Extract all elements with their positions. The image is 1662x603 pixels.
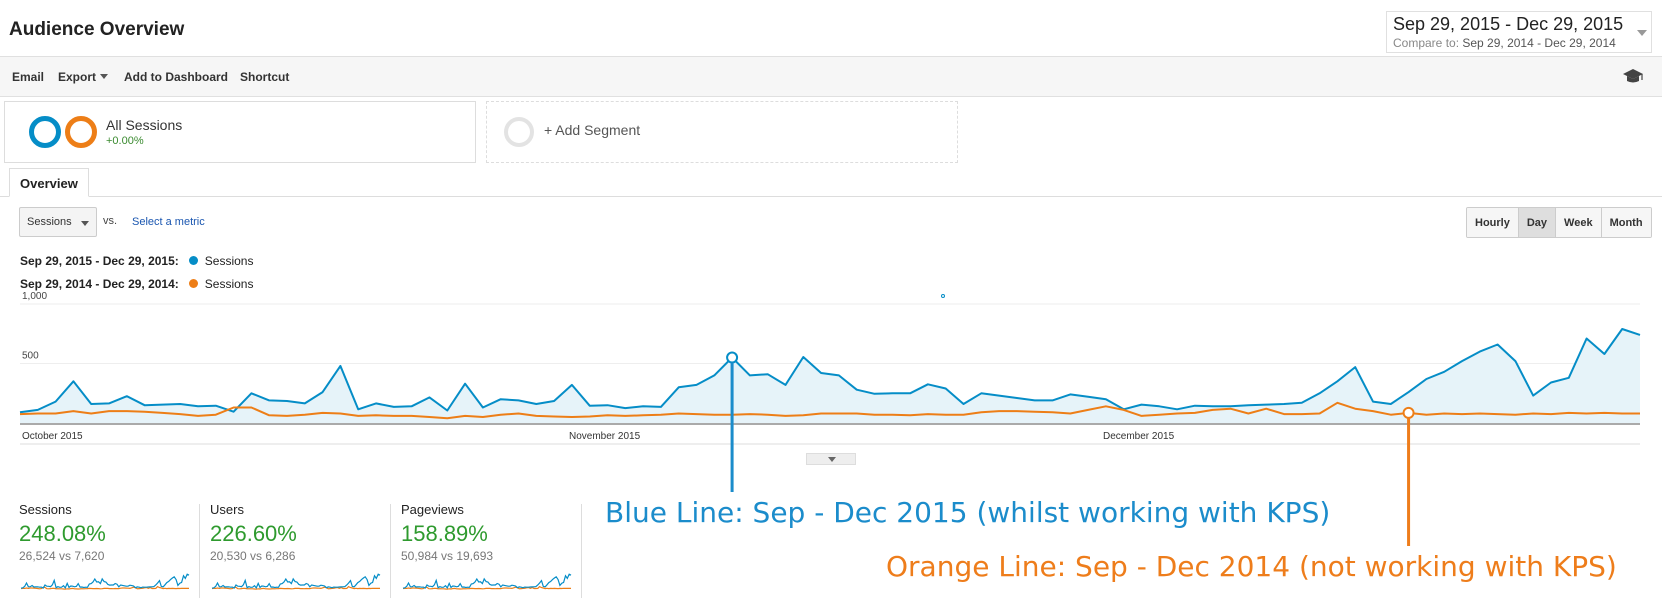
granularity-toggle: Hourly Day Week Month (1466, 207, 1652, 238)
hourly-button[interactable]: Hourly (1467, 208, 1519, 237)
segment-name: All Sessions (106, 117, 183, 133)
legend-previous-metric: Sessions (204, 277, 254, 291)
add-segment-label: + Add Segment (544, 122, 641, 138)
scorecard-compare: 50,984 vs 19,693 (401, 549, 494, 563)
compare-range: Compare to: Sep 29, 2014 - Dec 29, 2014 (1393, 36, 1645, 50)
vs-label: vs. (103, 215, 118, 227)
orange-dot-icon (188, 279, 198, 288)
orange-line-annotation: Orange Line: Sep - Dec 2014 (not working… (886, 550, 1617, 583)
annotation-marker (941, 294, 945, 298)
caret-down-icon (81, 221, 89, 226)
scorecard-change: 158.89% (401, 521, 488, 546)
sparkline (211, 573, 381, 590)
week-button[interactable]: Week (1556, 208, 1602, 237)
series-line-2014 (19, 401, 1640, 420)
report-toolbar: Email Export Add to Dashboard Shortcut (0, 56, 1662, 97)
scorecard-compare: 26,524 vs 7,620 (19, 549, 105, 563)
graduation-cap-icon[interactable] (1622, 67, 1644, 85)
compare-label: Compare to: (1393, 36, 1460, 50)
sparkline-series (211, 573, 381, 590)
blue-line-annotation: Blue Line: Sep - Dec 2015 (whilst workin… (605, 496, 1331, 529)
sparkline (402, 573, 572, 590)
email-button[interactable]: Email (12, 70, 45, 84)
caret-down-icon (100, 74, 109, 79)
segment-change: +0.00% (106, 135, 144, 147)
date-range-picker[interactable]: Sep 29, 2015 - Dec 29, 2015 Compare to: … (1386, 11, 1652, 53)
page-title: Audience Overview (9, 19, 185, 40)
sessions-line-chart[interactable]: 1,000 500 October 2015 November 2015 Decembe… (0, 290, 1662, 460)
tab-divider (0, 196, 1662, 197)
legend-previous-range: Sep 29, 2014 - Dec 29, 2014: (20, 277, 179, 291)
date-range-label: Sep 29, 2015 - Dec 29, 2015 (1393, 14, 1624, 34)
segment-blue-circle-icon (29, 116, 61, 148)
scorecard-users[interactable]: Users 226.60% 20,530 vs 6,286 (210, 502, 390, 598)
caret-down-icon (828, 457, 836, 462)
scorecard-compare: 20,530 vs 6,286 (210, 549, 296, 563)
export-button[interactable]: Export (58, 70, 109, 84)
day-button[interactable]: Day (1518, 208, 1557, 237)
scorecard-title: Pageviews (401, 502, 464, 517)
highlight-point-2015 (726, 351, 739, 364)
add-to-dashboard-button[interactable]: Add to Dashboard (124, 70, 228, 84)
scorecard-sessions[interactable]: Sessions 248.08% 26,524 vs 7,620 (19, 502, 199, 598)
legend-current: Sep 29, 2015 - Dec 29, 2015: Sessions (20, 254, 253, 268)
scorecard-change: 226.60% (210, 521, 297, 546)
y-tick-label: 500 (22, 351, 39, 362)
collapse-chart-button[interactable] (806, 453, 856, 465)
legend-previous: Sep 29, 2014 - Dec 29, 2014: Sessions (20, 277, 253, 291)
sparkline-series (20, 573, 190, 590)
shortcut-button[interactable]: Shortcut (240, 70, 290, 84)
sparkline-series (211, 585, 380, 590)
sparkline-series (402, 585, 571, 590)
segment-orange-circle-icon (65, 116, 97, 148)
empty-circle-icon (504, 117, 534, 147)
scorecard-change: 248.08% (19, 521, 106, 546)
segment-all-sessions[interactable]: All Sessions +0.00% (4, 101, 476, 163)
scorecard-divider (581, 504, 582, 598)
y-tick-label: 1,000 (22, 291, 47, 302)
legend-current-range: Sep 29, 2015 - Dec 29, 2015: (20, 254, 179, 268)
chevron-down-icon[interactable] (1637, 30, 1647, 36)
month-button[interactable]: Month (1601, 208, 1651, 237)
highlight-point-2014 (1402, 406, 1415, 419)
scorecard-divider (199, 504, 200, 598)
select-metric-link[interactable]: Select a metric (132, 216, 205, 228)
x-tick-label: December 2015 (1103, 431, 1175, 442)
scorecard-title: Sessions (19, 502, 72, 517)
x-tick-label: October 2015 (22, 431, 83, 442)
scorecard-pageviews[interactable]: Pageviews 158.89% 50,984 vs 19,693 (401, 502, 581, 598)
metric-select-value: Sessions (27, 216, 72, 228)
compare-range-value: Sep 29, 2014 - Dec 29, 2014 (1462, 36, 1616, 50)
tab-overview[interactable]: Overview (9, 168, 89, 197)
metric-select[interactable]: Sessions (19, 207, 97, 237)
blue-dot-icon (188, 256, 198, 265)
sparkline-series (402, 573, 572, 590)
legend-current-metric: Sessions (204, 254, 254, 268)
sparkline (20, 573, 190, 590)
export-label: Export (58, 70, 97, 84)
add-segment-button[interactable]: + Add Segment (486, 101, 958, 163)
scorecard-divider (390, 504, 391, 598)
x-tick-label: November 2015 (569, 431, 641, 442)
scorecard-title: Users (210, 502, 244, 517)
series-line-2015 (19, 328, 1641, 414)
sparkline-series (20, 585, 189, 590)
series-area (20, 329, 1640, 423)
